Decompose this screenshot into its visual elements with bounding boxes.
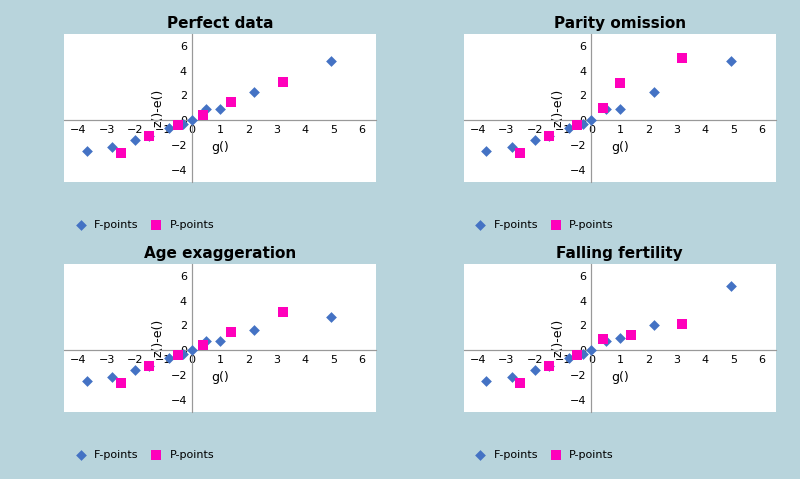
F-points [528,366,541,374]
Title: Age exaggeration: Age exaggeration [144,246,296,261]
Legend: F-points, P-points: F-points, P-points [470,220,614,230]
F-points [142,362,155,370]
F-points [647,321,660,329]
F-points [585,116,598,124]
Y-axis label: z()-e(): z()-e() [551,89,565,127]
F-points [214,338,226,345]
P-points [114,149,127,157]
P-points [614,79,626,87]
Legend: F-points, P-points: F-points, P-points [70,220,214,230]
P-points [514,380,527,388]
Title: Parity omission: Parity omission [554,16,686,31]
P-points [171,121,184,129]
P-points [676,320,689,328]
P-points [514,149,527,157]
F-points [599,338,612,345]
F-points [162,354,175,361]
F-points [542,362,555,370]
P-points [597,335,610,343]
P-points [542,132,555,140]
P-points [197,342,210,349]
P-points [571,351,584,359]
Title: Perfect data: Perfect data [167,16,274,31]
Legend: F-points, P-points: F-points, P-points [70,450,214,460]
F-points [199,105,212,113]
F-points [614,334,626,342]
F-points [199,338,212,345]
F-points [506,144,518,151]
P-points [276,308,289,316]
F-points [214,105,226,113]
F-points [506,374,518,381]
F-points [325,313,338,320]
F-points [106,144,118,151]
F-points [248,88,261,95]
P-points [597,104,610,112]
F-points [562,354,575,361]
F-points [480,147,493,155]
F-points [177,120,190,127]
P-points [114,380,127,388]
P-points [197,111,210,119]
F-points [528,136,541,144]
F-points [248,327,261,334]
F-points [577,350,590,358]
X-axis label: g(): g() [211,371,229,384]
P-points [225,328,238,335]
Y-axis label: z()-e(): z()-e() [152,89,165,127]
Y-axis label: z()-e(): z()-e() [551,319,565,357]
P-points [676,55,689,62]
F-points [80,147,93,155]
P-points [276,78,289,86]
X-axis label: g(): g() [611,140,629,153]
P-points [171,351,184,359]
P-points [571,121,584,129]
F-points [80,377,93,385]
F-points [186,346,198,354]
F-points [585,346,598,354]
P-points [542,362,555,370]
X-axis label: g(): g() [211,140,229,153]
F-points [177,350,190,358]
F-points [542,132,555,140]
Legend: F-points, P-points: F-points, P-points [470,450,614,460]
F-points [106,374,118,381]
Y-axis label: z()-e(): z()-e() [152,319,165,357]
F-points [129,366,142,374]
P-points [142,362,155,370]
F-points [562,124,575,131]
P-points [142,132,155,140]
F-points [614,105,626,113]
P-points [225,98,238,105]
F-points [162,124,175,131]
F-points [724,282,737,290]
F-points [577,120,590,127]
F-points [129,136,142,144]
F-points [647,88,660,95]
F-points [325,57,338,65]
X-axis label: g(): g() [611,371,629,384]
Title: Falling fertility: Falling fertility [557,246,683,261]
P-points [625,331,638,339]
F-points [142,132,155,140]
F-points [599,105,612,113]
F-points [480,377,493,385]
F-points [186,116,198,124]
F-points [724,57,737,65]
